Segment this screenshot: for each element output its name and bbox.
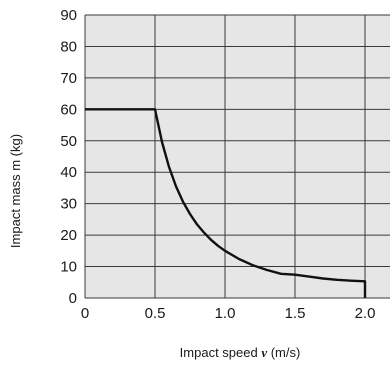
x-tick-label: 0 [81,305,89,322]
y-tick-label: 10 [60,259,77,276]
x-tick-label: 2.0 [355,305,376,322]
y-tick-label: 70 [60,70,77,87]
y-tick-label: 40 [60,164,77,181]
plot-area [85,15,390,298]
x-axis-label-variable: v [261,345,267,360]
y-tick-label: 20 [60,227,77,244]
series-line [85,108,367,298]
x-tick-label: 1.0 [215,305,236,322]
y-tick-label: 0 [69,290,77,307]
x-tick-label: 1.5 [285,305,306,322]
y-tick-label: 30 [60,196,77,213]
x-axis-label-suffix: (m/s) [267,345,300,360]
y-tick-label: 90 [60,7,77,24]
x-axis-label: Impact speed v (m/s) [180,345,301,360]
y-tick-labels: 0 10 20 30 40 50 60 70 80 90 [60,7,77,307]
y-axis-label: Impact mass m (kg) [8,134,23,248]
grid-lines [84,14,390,299]
y-tick-label: 80 [60,38,77,55]
x-tick-labels: 0 0.5 1.0 1.5 2.0 [81,305,376,322]
x-axis-label-prefix: Impact speed [180,345,262,360]
y-tick-label: 50 [60,133,77,150]
y-tick-label: 60 [60,101,77,118]
x-tick-label: 0.5 [145,305,166,322]
